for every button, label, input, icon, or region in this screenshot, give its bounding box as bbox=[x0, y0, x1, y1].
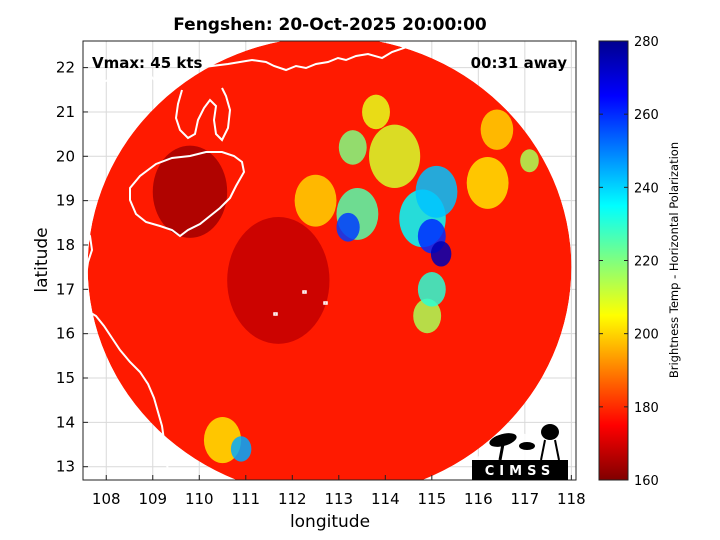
time-away-annotation: 00:31 away bbox=[471, 54, 568, 72]
y-tick-label: 19 bbox=[56, 192, 75, 210]
y-tick-label: 22 bbox=[56, 59, 75, 77]
y-axis-ticks: 13 14 15 16 17 18 19 20 21 22 bbox=[56, 59, 88, 476]
scan-region bbox=[87, 41, 572, 480]
coastline-leizhou bbox=[174, 87, 232, 142]
temperature-cell bbox=[415, 165, 458, 218]
temperature-features bbox=[152, 94, 539, 464]
temperature-cell bbox=[480, 109, 514, 150]
chart-title: Fengshen: 20-Oct-2025 20:00:00 bbox=[173, 15, 487, 35]
colorbar-tick-label: 200 bbox=[634, 328, 659, 343]
temperature-cell bbox=[369, 124, 421, 188]
vmax-annotation: Vmax: 45 kts bbox=[92, 54, 202, 72]
colorbar-ticks: 160 180 200 220 240 260 280 bbox=[599, 35, 659, 489]
x-tick-label: 111 bbox=[231, 490, 260, 508]
temperature-cell bbox=[430, 241, 452, 267]
x-tick-label: 117 bbox=[511, 490, 540, 508]
water-tower-icon bbox=[541, 424, 559, 440]
temperature-cell bbox=[417, 272, 446, 307]
y-tick-label: 21 bbox=[56, 103, 75, 121]
tower-leg bbox=[540, 439, 546, 461]
x-tick-label: 113 bbox=[324, 490, 353, 508]
temperature-cell bbox=[338, 130, 367, 165]
x-tick-label: 118 bbox=[557, 490, 586, 508]
y-tick-label: 20 bbox=[56, 147, 75, 165]
logo-text: CIMSS bbox=[485, 464, 555, 479]
island-marker bbox=[273, 312, 278, 316]
x-tick-label: 110 bbox=[185, 490, 214, 508]
axes-box bbox=[82, 40, 577, 481]
cimss-logo: CIMSS bbox=[472, 424, 568, 480]
temperature-cell bbox=[413, 298, 442, 334]
colorbar-tick-label: 260 bbox=[634, 108, 659, 123]
x-axis-label: longitude bbox=[290, 512, 370, 532]
x-tick-label: 112 bbox=[278, 490, 307, 508]
island-marker bbox=[323, 301, 328, 305]
y-tick-label: 18 bbox=[56, 236, 75, 254]
logo-banner bbox=[472, 460, 568, 480]
y-tick-label: 17 bbox=[56, 280, 75, 298]
tower-leg bbox=[554, 439, 560, 461]
dish-mast bbox=[498, 443, 505, 461]
temperature-cell bbox=[466, 156, 509, 209]
colorbar-tick-label: 180 bbox=[634, 401, 659, 416]
y-tick-label: 13 bbox=[56, 458, 75, 476]
colorbar bbox=[598, 40, 629, 481]
coastlines bbox=[83, 41, 419, 480]
temperature-cell bbox=[230, 436, 252, 462]
colorbar-tick-label: 240 bbox=[634, 181, 659, 196]
temperature-cell bbox=[520, 149, 539, 173]
colorbar-label: Brightness Temp - Horizontal Polarizatio… bbox=[667, 142, 681, 378]
x-tick-label: 108 bbox=[92, 490, 121, 508]
y-tick-label: 16 bbox=[56, 325, 75, 343]
temperature-cell bbox=[227, 217, 330, 344]
x-axis-ticks: 108 109 110 111 112 113 114 115 116 117 118 bbox=[92, 475, 586, 508]
x-tick-label: 114 bbox=[371, 490, 400, 508]
x-tick-label: 116 bbox=[464, 490, 493, 508]
y-tick-label: 15 bbox=[56, 369, 75, 387]
x-tick-label: 115 bbox=[418, 490, 447, 508]
y-axis-label: latitude bbox=[32, 227, 52, 292]
satellite-dish-icon bbox=[489, 433, 517, 447]
colorbar-tick-label: 280 bbox=[634, 35, 659, 50]
y-tick-label: 14 bbox=[56, 413, 75, 431]
temperature-cell bbox=[336, 212, 360, 242]
temperature-cell bbox=[152, 145, 228, 238]
colorbar-tick-label: 160 bbox=[634, 474, 659, 489]
coastline-vietnam bbox=[83, 225, 169, 480]
islands bbox=[273, 290, 328, 316]
x-tick-label: 109 bbox=[138, 490, 167, 508]
small-dish-icon bbox=[519, 442, 535, 450]
temperature-cell bbox=[362, 94, 390, 130]
temperature-cell bbox=[294, 174, 337, 227]
colorbar-tick-label: 220 bbox=[634, 255, 659, 270]
coastline-hainan bbox=[129, 151, 246, 238]
coastline-mainland bbox=[83, 41, 419, 93]
island-marker bbox=[302, 290, 307, 294]
scan-disk bbox=[87, 41, 572, 480]
